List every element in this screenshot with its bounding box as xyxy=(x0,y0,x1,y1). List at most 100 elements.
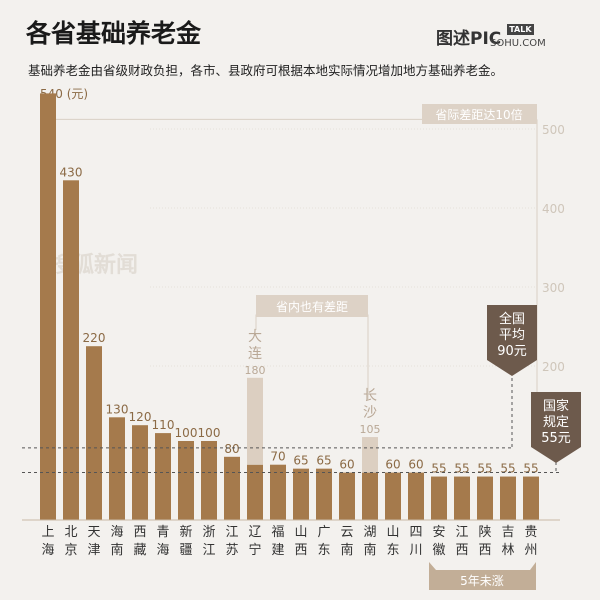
value-label: 80 xyxy=(224,442,239,456)
category-label: 东 xyxy=(317,543,330,558)
bar-新疆 xyxy=(178,441,194,520)
category-label: 南 xyxy=(110,542,123,558)
category-label: 吉 xyxy=(501,525,514,540)
value-label: 55 xyxy=(523,462,538,476)
unchanged-box xyxy=(429,562,536,590)
category-label: 云 xyxy=(340,525,353,540)
category-label: 上 xyxy=(41,525,54,540)
category-label: 天 xyxy=(87,525,100,540)
category-label: 四 xyxy=(409,525,422,540)
bar-辽宁 xyxy=(247,464,263,520)
value-label: 70 xyxy=(270,450,285,464)
category-label: 山 xyxy=(294,525,307,540)
category-label: 江 xyxy=(225,525,238,540)
category-label: 山 xyxy=(386,525,399,540)
category-label: 西 xyxy=(133,525,146,540)
category-label: 辽 xyxy=(248,525,261,540)
category-label: 湖 xyxy=(363,525,376,540)
bar-江西 xyxy=(454,476,470,520)
value-label: 120 xyxy=(129,410,152,424)
value-label: 55 xyxy=(431,462,446,476)
within-bracket xyxy=(255,314,369,400)
bar-北京 xyxy=(63,180,79,521)
min-callout-text: 国家 xyxy=(543,398,569,414)
category-label: 疆 xyxy=(179,543,192,558)
avg-callout-text: 平均 xyxy=(499,328,525,343)
category-label: 福 xyxy=(271,525,284,540)
bar-山东 xyxy=(385,472,401,520)
value-label: 60 xyxy=(339,458,354,472)
gap-province-label: 省际差距达10倍 xyxy=(435,107,522,122)
bar-山西 xyxy=(293,468,309,520)
category-label: 西 xyxy=(294,543,307,558)
category-label: 北 xyxy=(64,525,77,540)
value-label: 60 xyxy=(385,458,400,472)
category-label: 海 xyxy=(110,525,123,540)
category-label: 贵 xyxy=(524,525,537,540)
value-label: 110 xyxy=(152,418,175,432)
bar-贵州 xyxy=(523,476,539,520)
bar-福建 xyxy=(270,464,286,520)
category-label: 京 xyxy=(64,543,77,558)
category-label: 新 xyxy=(179,524,192,540)
bar-吉林 xyxy=(500,476,516,520)
category-label: 西 xyxy=(455,543,468,558)
value-label: 60 xyxy=(408,458,423,472)
min-callout-text: 规定 xyxy=(543,415,569,430)
city-overlay-bar xyxy=(247,377,263,465)
category-label: 建 xyxy=(271,543,284,558)
value-label: 100 xyxy=(198,426,221,440)
gap-within-label: 省内也有差距 xyxy=(276,300,348,314)
category-label: 陕 xyxy=(478,525,491,540)
bar-海南 xyxy=(109,417,125,520)
avg-callout xyxy=(487,305,537,376)
bar-四川 xyxy=(408,472,424,520)
min-callout-text: 55元 xyxy=(541,431,571,446)
city-overlay-bar xyxy=(362,437,378,473)
category-label: 南 xyxy=(340,542,353,558)
y-tick-label: 200 xyxy=(542,360,565,374)
y-tick-label: 500 xyxy=(542,123,565,137)
bar-上海 xyxy=(40,93,56,521)
category-label: 海 xyxy=(41,543,54,558)
y-tick-label: 300 xyxy=(542,281,565,295)
min-callout xyxy=(531,392,581,463)
y-tick-label: 400 xyxy=(542,202,565,216)
value-label: 65 xyxy=(293,454,308,468)
category-label: 浙 xyxy=(202,525,215,540)
bar-浙江 xyxy=(201,441,217,520)
avg-callout-text: 90元 xyxy=(497,344,527,359)
unchanged-label: 5年未涨 xyxy=(460,573,504,588)
city-value-label: 180 xyxy=(245,364,266,377)
category-label: 江 xyxy=(455,525,468,540)
value-label: 430 xyxy=(60,165,83,179)
bar-广东 xyxy=(316,468,332,520)
avg-callout-text: 全国 xyxy=(499,311,525,327)
bar-青海 xyxy=(155,433,171,520)
value-label: 220 xyxy=(83,331,106,345)
category-label: 徽 xyxy=(432,543,445,558)
city-name: 沙 xyxy=(363,405,377,421)
category-label: 津 xyxy=(87,543,100,558)
page-title: 各省基础养老金 xyxy=(26,19,202,48)
category-label: 西 xyxy=(478,543,491,558)
gap-province-box xyxy=(422,104,537,124)
bar-天津 xyxy=(86,346,102,520)
gap-within-box xyxy=(256,295,368,317)
value-label: 65 xyxy=(316,454,331,468)
pictalk-logo: 图述PIC TALK SOHU.COM xyxy=(436,24,546,49)
value-label: 55 xyxy=(477,462,492,476)
category-label: 海 xyxy=(156,543,169,558)
bar-云南 xyxy=(339,472,355,520)
bar-安徽 xyxy=(431,476,447,520)
category-label: 江 xyxy=(202,543,215,558)
city-name: 大 xyxy=(248,329,262,345)
category-label: 苏 xyxy=(225,542,238,558)
category-label: 宁 xyxy=(248,542,261,558)
category-label: 东 xyxy=(386,543,399,558)
category-label: 州 xyxy=(524,543,537,558)
subtitle: 基础养老金由省级财政负担，各市、县政府可根据本地实际情况增加地方基础养老金。 xyxy=(28,63,504,78)
city-value-label: 105 xyxy=(360,423,381,436)
category-label: 青 xyxy=(156,525,169,540)
